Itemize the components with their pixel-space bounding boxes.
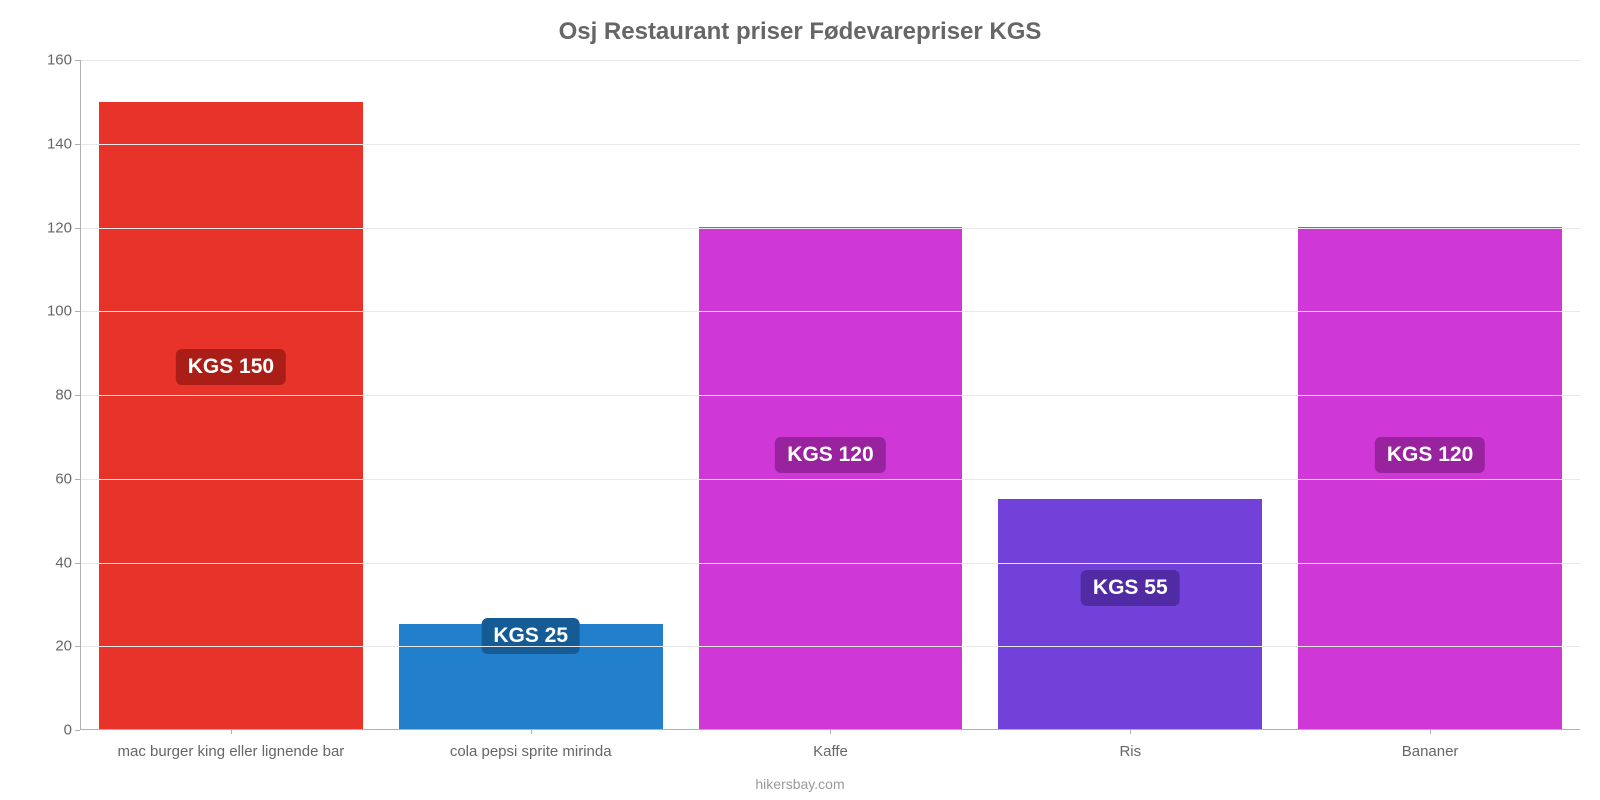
y-tick-label: 80 — [12, 387, 72, 404]
value-badge: KGS 150 — [176, 349, 286, 385]
gridline — [81, 646, 1580, 647]
value-badge: KGS 120 — [775, 437, 885, 473]
x-tick-mark — [830, 729, 831, 734]
y-tick-label: 120 — [12, 219, 72, 236]
x-tick-label: cola pepsi sprite mirinda — [450, 743, 612, 760]
bar: KGS 25 — [399, 624, 663, 729]
y-tick-mark — [75, 144, 80, 145]
gridline — [81, 144, 1580, 145]
gridline — [81, 395, 1580, 396]
value-badge: KGS 120 — [1375, 437, 1485, 473]
y-tick-label: 140 — [12, 135, 72, 152]
bar: KGS 150 — [99, 102, 363, 729]
value-badge: KGS 55 — [1081, 570, 1180, 606]
y-tick-mark — [75, 646, 80, 647]
y-tick-label: 40 — [12, 554, 72, 571]
x-tick-mark — [231, 729, 232, 734]
y-tick-mark — [75, 60, 80, 61]
gridline — [81, 563, 1580, 564]
x-tick-mark — [531, 729, 532, 734]
gridline — [81, 479, 1580, 480]
y-tick-mark — [75, 479, 80, 480]
gridline — [81, 311, 1580, 312]
chart-footer: hikersbay.com — [0, 776, 1600, 792]
x-tick-label: Kaffe — [813, 743, 848, 760]
gridline — [81, 60, 1580, 61]
y-tick-label: 20 — [12, 638, 72, 655]
price-bar-chart: Osj Restaurant priser Fødevarepriser KGS… — [0, 0, 1600, 800]
y-tick-label: 160 — [12, 52, 72, 69]
y-tick-label: 0 — [12, 722, 72, 739]
y-tick-mark — [75, 311, 80, 312]
bar: KGS 55 — [998, 499, 1262, 729]
y-tick-mark — [75, 228, 80, 229]
y-tick-mark — [75, 395, 80, 396]
x-tick-mark — [1430, 729, 1431, 734]
y-tick-mark — [75, 563, 80, 564]
y-tick-mark — [75, 730, 80, 731]
gridline — [81, 228, 1580, 229]
x-tick-label: Bananer — [1402, 743, 1459, 760]
x-tick-mark — [1130, 729, 1131, 734]
value-badge: KGS 25 — [481, 618, 580, 654]
y-tick-label: 100 — [12, 303, 72, 320]
y-tick-label: 60 — [12, 470, 72, 487]
chart-title: Osj Restaurant priser Fødevarepriser KGS — [0, 18, 1600, 46]
plot-area: KGS 150mac burger king eller lignende ba… — [80, 60, 1580, 730]
x-tick-label: mac burger king eller lignende bar — [117, 743, 344, 760]
x-tick-label: Ris — [1119, 743, 1141, 760]
